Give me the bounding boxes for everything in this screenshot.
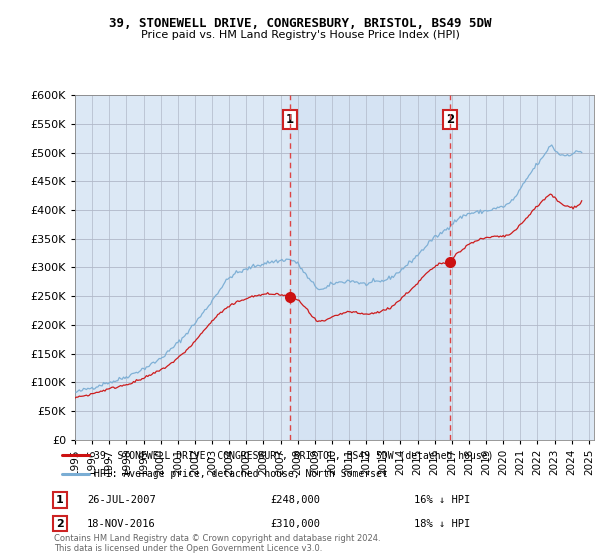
Text: 1: 1 (56, 495, 64, 505)
Text: 39, STONEWELL DRIVE, CONGRESBURY, BRISTOL, BS49 5DW: 39, STONEWELL DRIVE, CONGRESBURY, BRISTO… (109, 17, 491, 30)
Text: Contains HM Land Registry data © Crown copyright and database right 2024.
This d: Contains HM Land Registry data © Crown c… (54, 534, 380, 553)
Text: £248,000: £248,000 (270, 495, 320, 505)
Text: HPI: Average price, detached house, North Somerset: HPI: Average price, detached house, Nort… (94, 469, 388, 479)
Text: 2: 2 (446, 113, 454, 126)
Text: 26-JUL-2007: 26-JUL-2007 (87, 495, 156, 505)
Text: 18-NOV-2016: 18-NOV-2016 (87, 519, 156, 529)
Text: £310,000: £310,000 (270, 519, 320, 529)
Bar (290, 95, 450, 440)
Text: 1: 1 (286, 113, 294, 126)
Text: 18% ↓ HPI: 18% ↓ HPI (414, 519, 470, 529)
Text: 16% ↓ HPI: 16% ↓ HPI (414, 495, 470, 505)
Text: 39, STONEWELL DRIVE, CONGRESBURY, BRISTOL, BS49 5DW (detached house): 39, STONEWELL DRIVE, CONGRESBURY, BRISTO… (94, 450, 494, 460)
Text: Price paid vs. HM Land Registry's House Price Index (HPI): Price paid vs. HM Land Registry's House … (140, 30, 460, 40)
Text: 2: 2 (56, 519, 64, 529)
